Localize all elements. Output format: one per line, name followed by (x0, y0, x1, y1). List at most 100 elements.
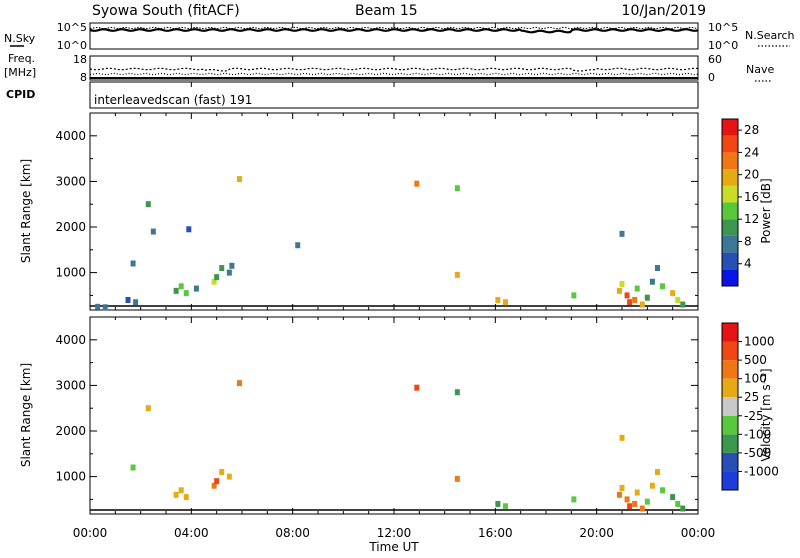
echo-cell (454, 475, 460, 482)
y-tick-label: 2000 (55, 424, 86, 438)
nsky-tick-high: 10^5 (57, 21, 87, 34)
nave-tick-high: 60 (708, 53, 722, 66)
echo-cell (627, 503, 633, 510)
nsearch-label: N.Search (745, 29, 795, 42)
echo-cell (229, 262, 235, 269)
echo-cell (616, 491, 622, 498)
echo-cell (654, 265, 660, 272)
echo-cell (150, 228, 156, 235)
nave-label: Nave (746, 63, 774, 76)
echo-cell (571, 292, 577, 299)
colorbar-tick-label: 1000 (744, 335, 775, 349)
echo-cell (644, 294, 650, 301)
colorbar-frame (721, 322, 739, 491)
beam-title: Beam 15 (355, 3, 418, 19)
power-frame (89, 112, 699, 311)
colorbar-segment (722, 202, 738, 220)
freq-trace (89, 67, 699, 72)
cpid-strip: CPID interleavedscan (fast) 191 (6, 81, 699, 109)
colorbar-segment (722, 119, 738, 136)
echo-cell (178, 283, 184, 290)
echo-cell (193, 285, 199, 292)
echo-cell (632, 296, 638, 303)
colorbar-segment (722, 378, 738, 398)
power-panel: 4000 3000 2000 1000 Slant Range [km] 28 24 20… (19, 112, 773, 311)
colorbar-segment (722, 152, 738, 170)
freq-unit: [MHz] (4, 66, 36, 79)
echo-cell (675, 500, 681, 507)
colorbar-tick-label: 500 (744, 353, 767, 367)
echo-cell (654, 469, 660, 476)
y-tick-label: 4000 (55, 129, 86, 143)
velocity-frame (89, 316, 699, 515)
freq-tick-low: 8 (80, 71, 87, 84)
nsky-trace (89, 28, 699, 34)
echo-cell (632, 500, 638, 507)
colorbar-segment (722, 219, 738, 236)
colorbar-tick-label: -500 (744, 446, 771, 460)
echo-cell (619, 434, 625, 441)
echo-cell (571, 496, 577, 503)
colorbar-tick-label: -100 (744, 427, 771, 441)
echo-cell (634, 489, 640, 496)
echo-cell (95, 303, 101, 310)
y-tick-label: 3000 (55, 174, 86, 188)
echo-cell (173, 491, 179, 498)
station-title: Syowa South (fitACF) (92, 3, 240, 19)
x-tick-label: 08:00 (275, 526, 310, 540)
echo-cell (125, 296, 131, 303)
echo-cell (183, 290, 189, 297)
echo-cell (454, 389, 460, 396)
echo-cell (495, 500, 501, 507)
y-tick-label: 1000 (55, 266, 86, 280)
echo-cell (145, 201, 151, 208)
colorbar-segment (722, 415, 738, 435)
echo-cell (414, 180, 420, 187)
echo-cell (173, 287, 179, 294)
x-tick-label: 00:00 (681, 526, 716, 540)
x-tick-label: 12:00 (377, 526, 412, 540)
freq-strip: Freq. [MHz] 18 8 60 0 Nave (4, 52, 774, 84)
nsearch-tick-high: 10^5 (708, 21, 738, 34)
echo-cell (639, 301, 645, 308)
echo-cell (495, 296, 501, 303)
nave-tick-low: 0 (708, 71, 715, 84)
echo-cell (236, 176, 242, 183)
colorbar-segment (722, 434, 738, 453)
echo-cell (639, 505, 645, 512)
time-axis: 00:00 04:00 08:00 12:00 16:00 20:00 00:00 (73, 23, 716, 540)
colorbar-segment (722, 169, 738, 186)
velocity-colorbar-label: Velocity [m s⁻¹] (759, 368, 773, 461)
echo-cell (145, 405, 151, 412)
echo-cell (183, 494, 189, 501)
colorbar-segment (722, 452, 738, 472)
colorbar-frame (721, 118, 739, 287)
nsky-label: N.Sky (4, 32, 36, 45)
x-tick-label: 00:00 (73, 526, 108, 540)
velocity-panel: 4000 3000 2000 1000 Slant Range [km] 1000 50… (19, 316, 779, 515)
echo-cell (634, 285, 640, 292)
echo-cell (454, 185, 460, 192)
echo-cell (186, 226, 192, 233)
echo-cell (660, 487, 666, 494)
echo-cell (211, 482, 217, 489)
echo-cell (619, 230, 625, 237)
echo-cell (624, 496, 630, 503)
echo-cell (502, 503, 508, 510)
colorbar-tick-label: 4 (744, 257, 752, 271)
echo-cell (295, 242, 301, 249)
echo-cell (680, 505, 686, 512)
cpid-label: CPID (6, 88, 35, 101)
freq-tick-high: 18 (73, 53, 87, 66)
colorbar-segment (722, 471, 738, 490)
echo-cell (644, 498, 650, 505)
echo-cell (236, 380, 242, 387)
echo-cell (616, 287, 622, 294)
freq-label: Freq. (8, 52, 35, 65)
echo-cell (214, 274, 220, 281)
date-title: 10/Jan/2019 (622, 3, 706, 19)
power-colorbar-label: Power [dB] (759, 178, 773, 243)
colorbar-segment (722, 397, 738, 416)
echo-cell (102, 304, 108, 311)
